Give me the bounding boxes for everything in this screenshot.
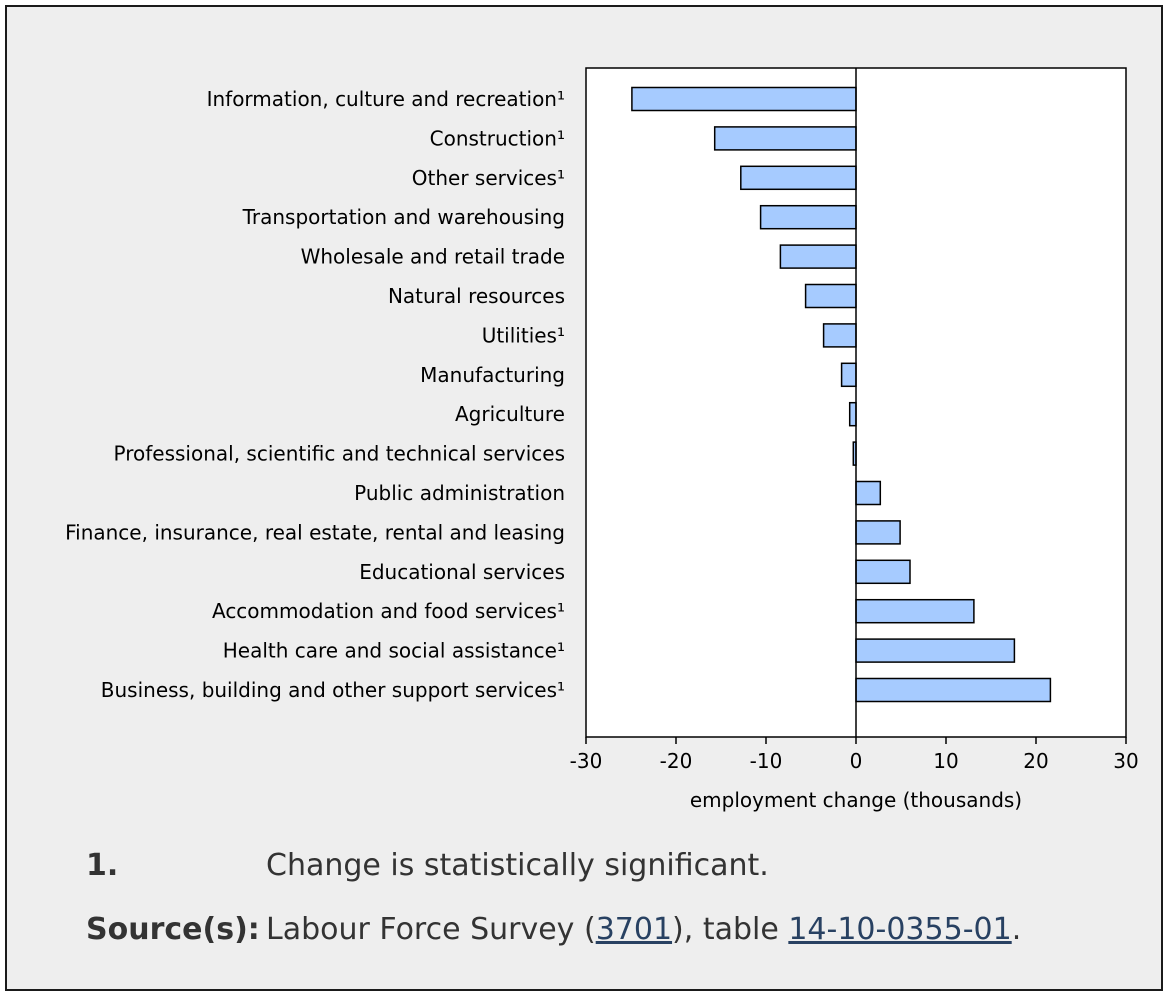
category-label: Educational services [359,560,565,584]
x-tick-label: -10 [750,749,783,773]
x-tick-label: 30 [1113,749,1138,773]
source-row: Source(s): Labour Force Survey (3701), t… [86,912,1146,976]
x-tick-label: 0 [850,749,863,773]
chart-notes: 1. Change is statistically significant. … [86,848,1146,976]
bar [822,323,857,348]
bar [840,362,857,388]
bar [855,480,882,506]
category-label: Finance, insurance, real estate, rental … [65,520,565,544]
category-label: Agriculture [455,402,565,426]
bar-chart: Information, culture and recreation¹ Cons… [65,67,1139,812]
source-key: Source(s): [86,912,260,947]
x-tick-label: -20 [660,749,693,773]
x-axis-label: employment change (thousands) [690,788,1022,812]
category-label: Transportation and warehousing [242,205,565,229]
footnote-text: Change is statistically significant. [266,848,769,883]
bar [759,204,857,230]
category-label: Wholesale and retail trade [301,245,565,269]
source-suffix: . [1011,912,1022,947]
category-label: Public administration [354,481,565,505]
bar [779,244,857,269]
category-label: Other services¹ [412,166,565,190]
bar [631,86,857,112]
category-label: Natural resources [388,284,565,308]
bar [804,283,857,309]
category-label: Business, building and other support ser… [101,678,565,702]
category-label: Accommodation and food services¹ [212,599,565,623]
bar [855,559,911,585]
category-label: Health care and social assistance¹ [223,639,565,663]
x-tick-label: 10 [933,749,958,773]
source-prefix: Labour Force Survey ( [266,912,596,947]
bar [740,165,857,191]
category-label: Construction¹ [430,126,565,150]
bar [855,598,975,624]
table-link[interactable]: 14-10-0355-01 [788,912,1012,947]
category-label: Manufacturing [420,363,565,387]
source-middle: ), table [672,912,789,947]
bar [848,401,857,427]
bar [855,677,1052,703]
bar [855,520,901,545]
bar [713,126,857,151]
footnote-key: 1. [86,848,119,883]
category-label: Information, culture and recreation¹ [207,87,565,111]
survey-link[interactable]: 3701 [595,912,673,947]
bar [855,638,1016,663]
x-tick-label: 20 [1023,749,1048,773]
footnote-row: 1. Change is statistically significant. [86,848,1146,912]
category-label: Utilities¹ [482,323,565,347]
x-tick-label: -30 [570,749,603,773]
source-text: Labour Force Survey (3701), table 14-10-… [266,912,1021,947]
category-label: Professional, scientific and technical s… [114,442,565,466]
